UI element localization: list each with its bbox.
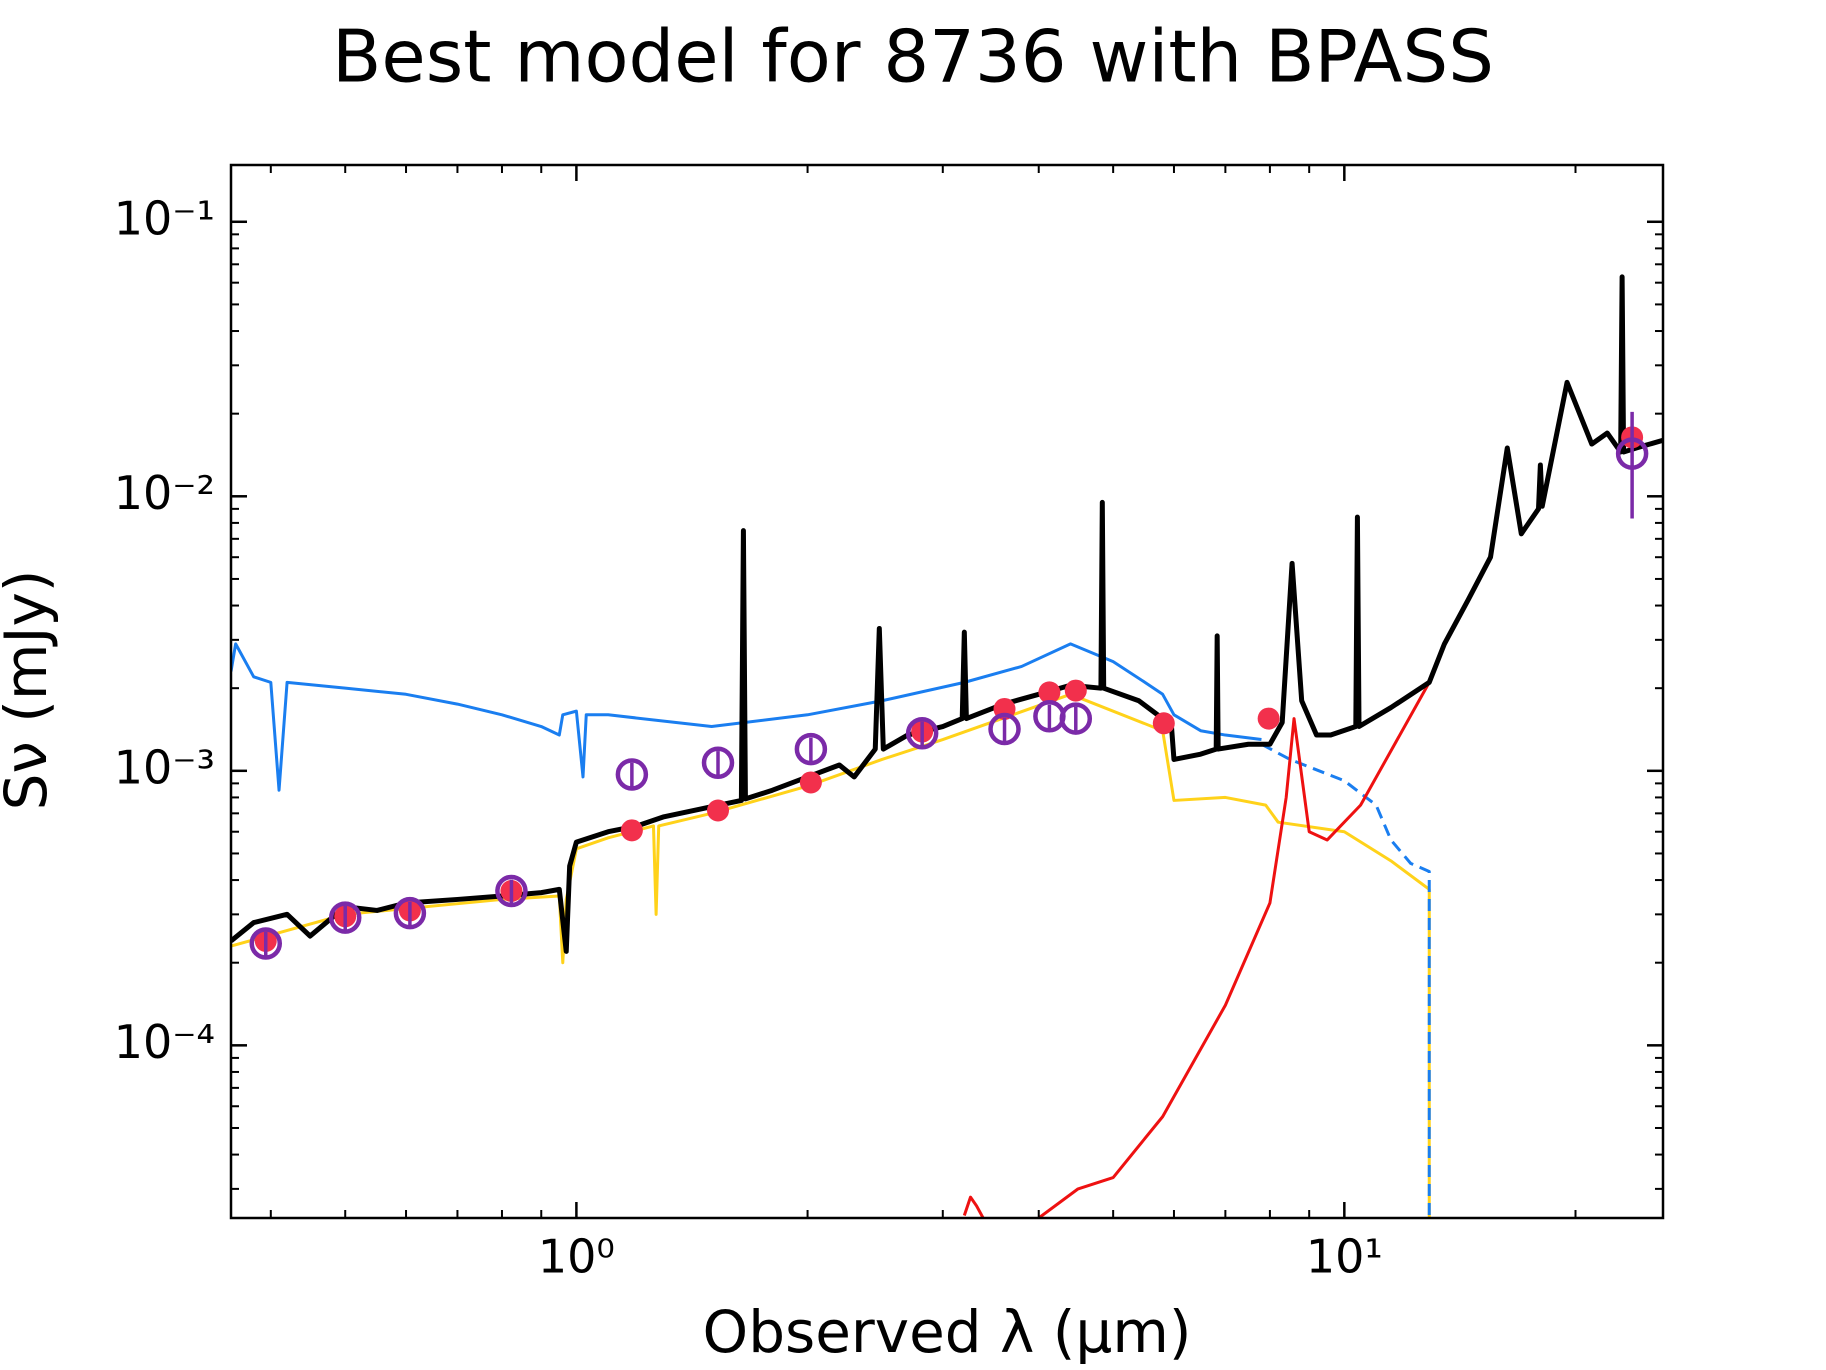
axes: 10⁰ 10¹ 10⁻⁴ 10⁻³ 10⁻² 10⁻¹ <box>114 165 1663 1284</box>
spectrum-line <box>231 692 1431 1218</box>
model-point <box>1257 707 1280 730</box>
observed-point <box>615 758 649 791</box>
observed-point <box>905 717 939 750</box>
observed-point <box>249 927 283 960</box>
plot-frame <box>229 163 1665 1220</box>
x-tick-label: 10¹ <box>1306 1230 1383 1284</box>
plot-area <box>231 274 1663 1218</box>
y-tick-label: 10⁻⁴ <box>114 1015 215 1069</box>
y-tick-label: 10⁻¹ <box>114 191 215 245</box>
model-point <box>1038 681 1061 704</box>
spectrum-line <box>231 274 1663 954</box>
model-point <box>799 771 822 794</box>
spectrum-line <box>231 642 1262 792</box>
observed-point <box>1059 702 1093 735</box>
observed-point <box>1615 437 1649 470</box>
model-point <box>1064 679 1087 702</box>
model-point <box>620 819 643 842</box>
spectrum-line <box>962 1195 985 1218</box>
y-tick-label: 10⁻² <box>114 466 215 520</box>
y-axis-label: Sν (mJy) <box>0 570 60 811</box>
model-point <box>707 799 730 822</box>
spectrum-line <box>1037 681 1431 1218</box>
observed-point <box>328 901 362 934</box>
model-point <box>1152 712 1175 735</box>
x-tick-label: 10⁰ <box>538 1230 615 1284</box>
observed-point <box>495 874 528 908</box>
spectrum-line <box>1260 742 1431 1218</box>
chart-title: Best model for 8736 with BPASS <box>332 15 1494 99</box>
observed-point <box>393 896 427 930</box>
x-axis-label: Observed λ (μm) <box>703 1298 1192 1366</box>
observed-point <box>794 732 828 766</box>
observed-point <box>701 746 735 780</box>
observed-point <box>988 712 1021 746</box>
y-tick-label: 10⁻³ <box>114 740 215 794</box>
